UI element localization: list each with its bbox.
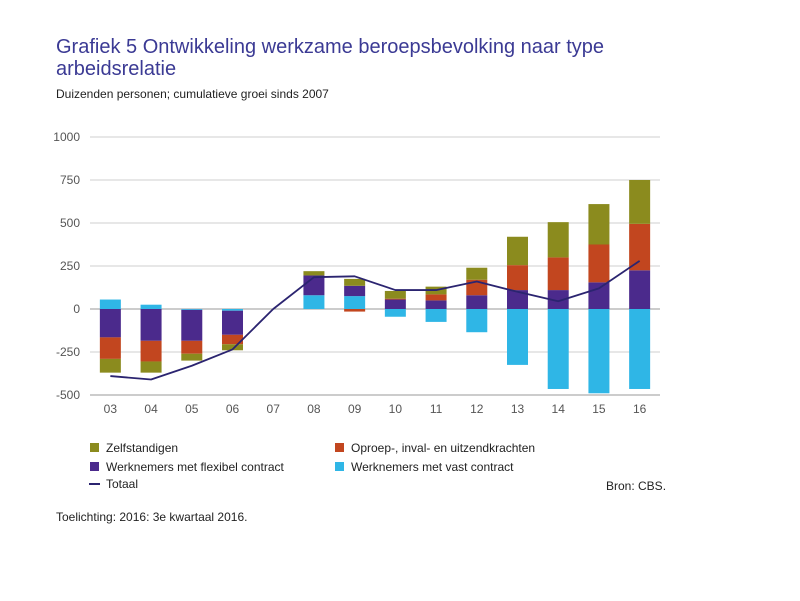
x-tick-label: 05 — [185, 402, 199, 416]
bar-flexibel — [99, 309, 121, 338]
bar-flexibel — [588, 282, 610, 309]
bar-vast — [547, 309, 569, 389]
legend-label-oproep: Oproep-, inval- en uitzendkrachten — [351, 441, 535, 455]
legend-swatch-zelfstandigen — [90, 443, 99, 452]
bar-vast — [344, 296, 366, 309]
bar-zelfstandigen — [547, 222, 569, 258]
x-tick-label: 12 — [470, 402, 484, 416]
x-tick-label: 15 — [592, 402, 606, 416]
x-tick-label: 11 — [430, 402, 443, 416]
bar-vast — [303, 295, 325, 309]
bar-zelfstandigen — [588, 204, 610, 245]
x-tick-label: 14 — [552, 402, 566, 416]
bar-zelfstandigen — [140, 361, 162, 373]
bar-oproep — [588, 244, 610, 283]
bar-flexibel — [466, 295, 488, 309]
bar-oproep — [425, 294, 447, 301]
bar-oproep — [547, 257, 569, 291]
y-tick-label: 500 — [60, 216, 80, 230]
bar-vast — [425, 309, 447, 322]
x-tick-label: 13 — [511, 402, 525, 416]
bar-oproep — [344, 309, 366, 312]
bar-flexibel — [547, 290, 569, 309]
x-tick-label: 07 — [267, 402, 281, 416]
bar-vast — [466, 309, 488, 333]
bar-oproep — [629, 223, 651, 271]
bar-zelfstandigen — [384, 290, 406, 299]
bar-zelfstandigen — [99, 358, 121, 373]
bar-zelfstandigen — [222, 344, 243, 351]
bar-oproep — [99, 337, 121, 359]
y-tick-label: 250 — [60, 259, 80, 273]
legend-label-zelfstandigen: Zelfstandigen — [106, 441, 178, 455]
bar-oproep — [384, 298, 406, 300]
bar-vast — [629, 309, 651, 389]
bar-vast — [222, 309, 243, 311]
x-tick-label: 06 — [226, 402, 240, 416]
bar-flexibel — [384, 299, 406, 309]
bar-zelfstandigen — [629, 180, 651, 224]
bar-zelfstandigen — [344, 278, 366, 286]
legend-label-totaal: Totaal — [106, 477, 138, 491]
legend-swatch-vast — [335, 462, 344, 471]
y-tick-label: 0 — [73, 302, 80, 316]
bar-vast — [384, 309, 406, 317]
bar-flexibel — [425, 300, 447, 309]
x-tick-label: 09 — [348, 402, 362, 416]
legend-label-vast: Werknemers met vast contract — [351, 460, 514, 474]
chart-subtitle: Duizenden personen; cumulatieve groei si… — [56, 87, 329, 101]
bar-oproep — [507, 265, 528, 291]
bar-zelfstandigen — [303, 271, 325, 276]
legend-swatch-oproep — [335, 443, 344, 452]
legend-swatch-flexibel — [90, 462, 99, 471]
legend-label-flexibel: Werknemers met flexibel contract — [106, 460, 285, 474]
bar-vast — [507, 309, 528, 365]
source-label: Bron: CBS. — [606, 479, 667, 493]
bar-flexibel — [507, 290, 528, 309]
x-tick-label: 10 — [389, 402, 403, 416]
bar-flexibel — [303, 275, 325, 296]
bar-flexibel — [344, 285, 366, 297]
x-tick-label: 03 — [104, 402, 118, 416]
bar-oproep — [222, 334, 243, 345]
bar-oproep — [140, 340, 162, 362]
bar-zelfstandigen — [466, 267, 488, 280]
y-tick-label: -250 — [56, 345, 80, 359]
x-tick-label: 08 — [307, 402, 321, 416]
bar-zelfstandigen — [181, 353, 203, 361]
total-line — [110, 260, 641, 381]
bar-vast — [588, 309, 610, 394]
bar-flexibel — [629, 270, 651, 309]
y-tick-label: -500 — [56, 388, 80, 402]
bar-oproep — [181, 340, 203, 354]
bar-flexibel — [222, 310, 243, 335]
bar-zelfstandigen — [507, 236, 528, 266]
bar-flexibel — [181, 309, 203, 341]
bar-vast — [99, 299, 121, 309]
x-tick-label: 16 — [633, 402, 647, 416]
x-tick-label: 04 — [144, 402, 158, 416]
bar-vast — [181, 309, 203, 310]
chart-title: Grafiek 5 Ontwikkeling werkzame beroepsb… — [56, 36, 605, 80]
y-tick-label: 1000 — [53, 130, 80, 144]
bar-flexibel — [140, 309, 162, 341]
footnote: Toelichting: 2016: 3e kwartaal 2016. — [56, 510, 248, 524]
y-tick-label: 750 — [60, 173, 80, 187]
bar-vast — [140, 304, 162, 309]
